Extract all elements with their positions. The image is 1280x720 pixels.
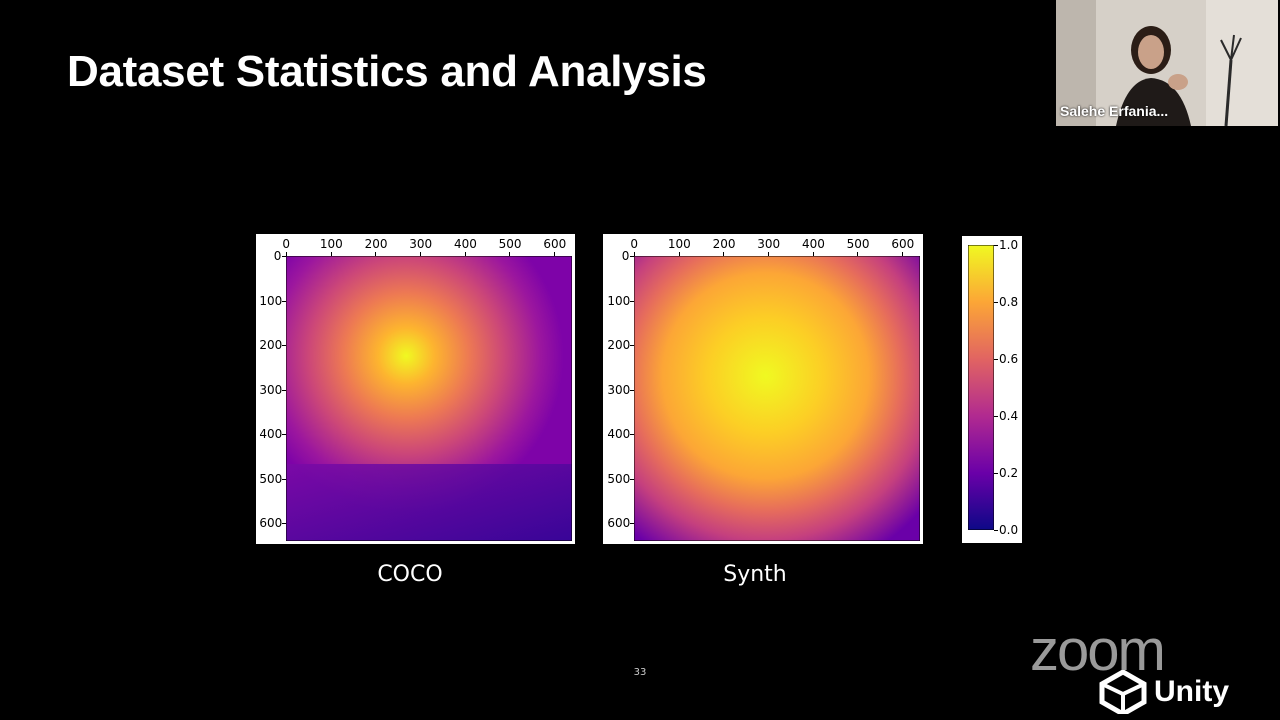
participant-name: Salehe Erfania... xyxy=(1060,103,1169,119)
y-tick-mark xyxy=(630,300,634,302)
x-tick-label: 300 xyxy=(409,237,433,251)
colorbar-tick-mark xyxy=(994,245,998,246)
colorbar-tick-mark xyxy=(994,530,998,531)
x-tick-mark xyxy=(634,252,635,256)
colorbar-tick-label: 0.6 xyxy=(999,352,1019,366)
y-tick-label: 600 xyxy=(607,516,631,531)
x-tick-mark xyxy=(509,252,511,256)
x-tick-label: 100 xyxy=(667,237,691,251)
y-tick-label: 200 xyxy=(607,338,631,353)
y-tick-label: 0 xyxy=(621,249,630,263)
video-frame xyxy=(1056,0,1278,126)
x-tick-label: 400 xyxy=(801,237,825,251)
x-tick-label: 200 xyxy=(364,237,388,251)
x-tick-label: 100 xyxy=(319,237,343,251)
y-tick-label: 100 xyxy=(607,293,631,308)
coco-heatmap xyxy=(286,256,572,541)
x-tick-mark xyxy=(857,252,859,256)
y-tick-mark xyxy=(630,434,634,436)
synth-heatmap-field xyxy=(634,256,920,541)
y-tick-mark xyxy=(630,256,634,257)
x-tick-mark xyxy=(554,252,556,256)
x-tick-mark xyxy=(330,252,332,256)
x-tick-label: 200 xyxy=(712,237,736,251)
y-tick-mark xyxy=(630,389,634,391)
y-tick-mark xyxy=(282,478,286,480)
y-tick-label: 400 xyxy=(259,427,283,442)
colorbar-panel: 1.0 0.8 0.6 0.4 0.2 0.0 xyxy=(962,236,1022,543)
y-tick-label: 400 xyxy=(607,427,631,442)
coco-caption: COCO xyxy=(377,562,443,587)
colorbar-tick-mark xyxy=(994,302,998,303)
synth-caption: Synth xyxy=(723,562,787,587)
participant-video[interactable] xyxy=(1056,0,1278,126)
x-tick-label: 500 xyxy=(846,237,870,251)
colorbar xyxy=(968,245,994,530)
y-tick-mark xyxy=(630,478,634,480)
y-tick-mark xyxy=(282,300,286,302)
colorbar-tick-label: 0.2 xyxy=(999,466,1019,480)
synth-heatmap-panel: 0 100 200 300 400 500 600 0 100 200 300 400 500 600 xyxy=(603,234,923,544)
x-tick-mark xyxy=(420,252,422,256)
y-tick-label: 200 xyxy=(259,338,283,353)
x-tick-mark xyxy=(812,252,814,256)
x-tick-mark xyxy=(678,252,680,256)
coco-heatmap-lower-band xyxy=(286,464,572,541)
y-tick-label: 600 xyxy=(259,516,283,531)
x-tick-label: 600 xyxy=(543,237,567,251)
y-tick-mark xyxy=(630,345,634,347)
y-tick-label: 300 xyxy=(607,382,631,397)
x-tick-label: 300 xyxy=(757,237,781,251)
y-tick-label: 500 xyxy=(259,471,283,486)
x-tick-mark xyxy=(723,252,725,256)
colorbar-tick-mark xyxy=(994,473,998,474)
unity-logo-text: Unity xyxy=(1154,675,1229,708)
y-tick-mark xyxy=(282,389,286,391)
colorbar-tick-label: 0.0 xyxy=(999,523,1019,537)
y-tick-label: 0 xyxy=(273,249,282,263)
colorbar-tick-mark xyxy=(994,416,998,417)
y-tick-mark xyxy=(282,345,286,347)
y-tick-mark xyxy=(282,434,286,436)
unity-logo: Unity xyxy=(1098,670,1229,714)
slide-title: Dataset Statistics and Analysis xyxy=(67,47,707,96)
y-tick-mark xyxy=(630,523,634,525)
x-tick-mark xyxy=(464,252,466,256)
page-number: 33 xyxy=(633,667,647,678)
x-tick-label: 600 xyxy=(891,237,915,251)
x-tick-mark xyxy=(375,252,377,256)
colorbar-tick-label: 0.8 xyxy=(999,295,1019,309)
unity-cube-icon xyxy=(1099,670,1147,714)
y-tick-label: 300 xyxy=(259,382,283,397)
x-tick-label: 400 xyxy=(453,237,477,251)
x-tick-mark xyxy=(286,252,287,256)
x-tick-label: 500 xyxy=(498,237,522,251)
x-tick-mark xyxy=(768,252,770,256)
synth-heatmap xyxy=(634,256,920,541)
x-tick-mark xyxy=(902,252,904,256)
coco-heatmap-panel: 0 100 200 300 400 500 600 0 100 200 300 400 500 600 xyxy=(256,234,575,544)
colorbar-tick-label: 0.4 xyxy=(999,409,1019,423)
x-tick-label: 0 xyxy=(282,237,291,251)
y-tick-mark xyxy=(282,523,286,525)
x-tick-label: 0 xyxy=(630,237,639,251)
colorbar-tick-label: 1.0 xyxy=(999,238,1019,252)
y-tick-label: 500 xyxy=(607,471,631,486)
y-tick-label: 100 xyxy=(259,293,283,308)
y-tick-mark xyxy=(282,256,286,257)
zoom-logo: zoom xyxy=(1030,618,1166,683)
colorbar-tick-mark xyxy=(994,359,998,360)
